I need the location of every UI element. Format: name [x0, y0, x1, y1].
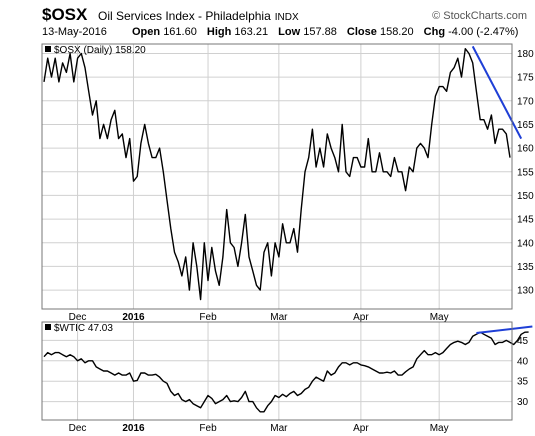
index-name-text: Oil Services Index - Philadelphia: [98, 9, 271, 23]
y-tick-label: 135: [517, 262, 534, 273]
y-tick-label: 40: [517, 356, 529, 367]
high-label: High: [206, 26, 232, 38]
low-value: 157.88: [303, 26, 337, 38]
x-tick-label: Feb: [199, 423, 217, 434]
chg-label: Chg: [423, 26, 446, 38]
close-value: 158.20: [379, 26, 414, 38]
price-line: [43, 331, 529, 413]
x-tick-label: Dec: [69, 312, 87, 323]
y-tick-label: 140: [517, 238, 534, 249]
price-line: [43, 48, 511, 301]
brand-watermark: © StockCharts.com: [432, 10, 527, 22]
quote-date: 13-May-2016: [42, 26, 107, 38]
x-tick-label: Apr: [353, 423, 369, 434]
open-value: 161.60: [163, 26, 197, 38]
trend-line: [471, 45, 523, 140]
x-tick-label: May: [430, 312, 449, 323]
y-tick-label: 155: [517, 167, 534, 178]
chart-header: $OSX Oil Services Index - Philadelphia IN…: [0, 0, 535, 44]
x-tick-label: Mar: [270, 423, 288, 434]
panel-background: [42, 322, 512, 420]
x-tick-label: Mar: [270, 312, 288, 323]
y-tick-label: 175: [517, 73, 534, 84]
panel-border: [41, 43, 513, 310]
legend-label: $OSX (Daily) 158.20: [54, 45, 146, 56]
panel-border: [41, 321, 513, 421]
x-tick-label: Dec: [69, 423, 87, 434]
x-tick-label: 2016: [122, 312, 145, 323]
x-tick-label: 2016: [122, 423, 145, 434]
y-tick-label: 30: [517, 397, 529, 408]
ticker-symbol: $OSX: [42, 5, 88, 24]
legend-swatch: [45, 324, 51, 330]
y-tick-label: 130: [517, 286, 534, 297]
y-tick-label: 35: [517, 377, 529, 388]
y-tick-label: 145: [517, 215, 534, 226]
quote-stats: Open 161.60 High 163.21 Low 157.88 Close…: [132, 26, 518, 38]
index-name: Oil Services Index - Philadelphia INDX: [98, 9, 299, 23]
open-label: Open: [132, 26, 161, 38]
panel-background: [42, 44, 512, 309]
x-tick-label: Apr: [353, 312, 369, 323]
exchange-label: INDX: [274, 12, 299, 23]
trend-line: [476, 325, 533, 335]
y-tick-label: 160: [517, 144, 534, 155]
low-label: Low: [278, 26, 301, 38]
y-tick-label: 45: [517, 336, 529, 347]
y-tick-label: 170: [517, 96, 534, 107]
high-value: 163.21: [234, 26, 269, 38]
y-tick-label: 165: [517, 120, 534, 131]
legend-label: $WTIC 47.03: [54, 323, 113, 334]
x-tick-label: May: [430, 423, 449, 434]
y-tick-label: 180: [517, 49, 534, 60]
y-tick-label: 150: [517, 191, 534, 202]
chg-value: -4.00 (-2.47%): [448, 26, 519, 38]
legend-swatch: [45, 46, 51, 52]
x-tick-label: Feb: [199, 312, 217, 323]
close-label: Close: [346, 26, 377, 38]
